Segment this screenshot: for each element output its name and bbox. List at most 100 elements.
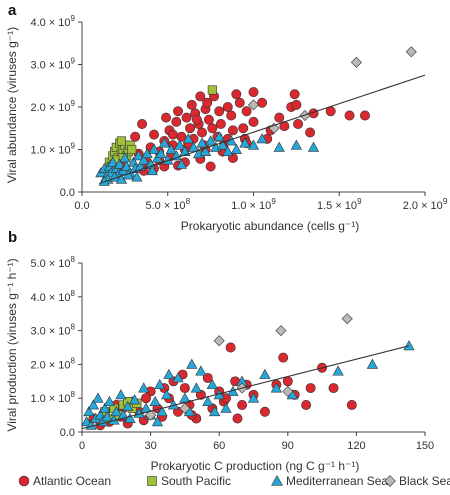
panel-a-point-mediterranean	[196, 137, 208, 148]
panel-b-point-mediterranean	[156, 406, 168, 417]
panel-a-point-mediterranean	[239, 137, 251, 148]
panel-b-label: b	[8, 229, 17, 246]
panel-a-point-atlantic	[289, 89, 300, 100]
panel-a-y-tick-label: 1.0 × 109	[30, 142, 75, 157]
panel-a-point-atlantic	[238, 123, 249, 134]
panel-b-point-mediterranean	[186, 358, 198, 369]
panel-a-point-atlantic	[291, 99, 302, 110]
panel-a-point-atlantic	[360, 110, 370, 121]
panel-b-point-atlantic	[179, 383, 190, 394]
panel-b-point-mediterranean	[366, 358, 379, 369]
panel-a-point-atlantic	[344, 110, 355, 121]
panel-a-point-atlantic	[234, 97, 245, 108]
panel-a-point-atlantic	[222, 102, 233, 112]
panel-b-point-black_sea	[341, 313, 353, 325]
panel-b-point-mediterranean	[403, 340, 415, 351]
panel-a-point-mediterranean	[256, 133, 268, 144]
panel-b-x-tick-label: 90	[282, 440, 294, 452]
panel-a-point-atlantic	[241, 106, 252, 117]
panel-b-point-mediterranean	[195, 365, 207, 376]
panel-b-fit-line	[81, 345, 410, 430]
panel-b-point-atlantic	[346, 399, 357, 410]
panel-a-point-mediterranean	[146, 165, 158, 176]
panel-b-point-mediterranean	[151, 416, 164, 427]
panel-a-point-atlantic	[181, 112, 192, 123]
legend: Atlantic Ocean South Pacific Mediterranean…	[18, 474, 450, 488]
panel-b-point-atlantic	[195, 389, 206, 400]
panel-b-point-mediterranean	[115, 389, 127, 400]
legend-label-black_sea: Black Sea	[399, 474, 450, 488]
panel-b-point-atlantic	[173, 406, 184, 417]
panel-a-point-atlantic	[205, 161, 216, 172]
panel-b-point-mediterranean	[247, 392, 260, 403]
panel-a-x-title: Prokaryotic abundance (cells g⁻¹)	[181, 219, 359, 233]
panel-b-y-tick-label: 3.0 × 108	[30, 323, 75, 338]
legend-marker-atlantic	[18, 475, 30, 487]
panel-b-point-mediterranean	[259, 368, 271, 379]
panel-a-point-mediterranean	[131, 171, 143, 182]
panel-b-point-atlantic	[282, 376, 293, 387]
legend-marker-south_pacific	[147, 476, 157, 486]
panel-a-fit-line	[98, 74, 426, 185]
panel-a-point-mediterranean	[290, 139, 302, 150]
panel-a-point-atlantic	[231, 89, 242, 100]
panel-a-point-mediterranean	[132, 150, 145, 161]
panel-b-point-mediterranean	[160, 389, 173, 400]
panel-a-point-south_pacific	[207, 85, 217, 95]
panel-a-point-south_pacific	[116, 136, 126, 146]
panel-b-x-tick-label: 0	[79, 440, 85, 452]
panel-b-point-mediterranean	[154, 378, 166, 390]
panel-b-point-mediterranean	[202, 395, 214, 406]
panel-a-y-tick-label: 2.0 × 109	[30, 99, 75, 114]
panel-b-point-atlantic	[225, 342, 236, 353]
panel-a-point-mediterranean	[138, 154, 150, 165]
panel-a-point-south_pacific	[127, 144, 137, 155]
panel-a-y-title: Viral abundance (viruses g⁻¹)	[5, 27, 19, 183]
panel-a-point-mediterranean	[273, 141, 285, 152]
panel-b-point-mediterranean	[99, 402, 111, 413]
panel-b-point-mediterranean	[124, 412, 136, 423]
panel-b-point-atlantic	[301, 399, 312, 410]
panel-a-point-mediterranean	[119, 152, 131, 163]
panel-a-point-mediterranean	[217, 139, 229, 150]
panel-a-point-atlantic	[207, 123, 218, 134]
legend-marker-black_sea	[384, 475, 396, 487]
legend-label-atlantic: Atlantic Ocean	[33, 474, 111, 488]
panel-a-point-mediterranean	[230, 143, 242, 154]
panel-b: b Viral production (viruses g⁻¹ h⁻¹) Pro…	[5, 229, 434, 473]
panel-b-y-title: Viral production (viruses g⁻¹ h⁻¹)	[5, 258, 19, 431]
panel-b-x-tick-label: 150	[416, 440, 434, 452]
panel-b-point-mediterranean	[206, 378, 218, 390]
panel-b-y-tick-label: 2.0 × 108	[30, 356, 75, 371]
panel-a-point-atlantic	[214, 106, 225, 117]
panel-a-point-mediterranean	[213, 131, 225, 142]
panel-a-point-atlantic	[305, 127, 316, 138]
panel-a-point-atlantic	[226, 110, 237, 121]
panel-a-point-mediterranean	[182, 133, 194, 144]
panel-a-point-mediterranean	[174, 139, 186, 150]
panel-a-y-tick-label: 3.0 × 109	[30, 57, 75, 72]
panel-b-point-mediterranean	[149, 395, 161, 406]
panel-a-point-mediterranean	[158, 137, 170, 148]
panel-b-x-tick-label: 30	[144, 440, 156, 452]
panel-a-point-atlantic	[248, 87, 259, 98]
panel-a: a Viral abundance (viruses g⁻¹) Prokaryo…	[5, 2, 448, 233]
panel-a-series-mediterranean	[95, 131, 320, 186]
legend-label-south_pacific: South Pacific	[161, 474, 231, 488]
panel-b-point-atlantic	[259, 406, 270, 417]
panel-b-point-mediterranean	[117, 409, 129, 420]
panel-b-y-tick-label: 1.0 × 108	[30, 390, 75, 405]
panel-a-point-atlantic	[130, 131, 141, 142]
panel-a-point-mediterranean	[222, 145, 234, 157]
panel-b-point-mediterranean	[101, 411, 113, 422]
panel-a-series-black_sea	[247, 46, 417, 134]
panel-a-point-atlantic	[149, 129, 160, 140]
panel-a-x-tick-label: 5.0 × 108	[145, 197, 190, 212]
panel-a-point-atlantic	[173, 106, 184, 117]
panel-b-point-atlantic	[305, 383, 316, 394]
panel-a-point-atlantic	[137, 119, 147, 129]
panel-a-point-mediterranean	[155, 148, 167, 159]
panel-a-point-mediterranean	[114, 158, 126, 169]
panel-a-point-mediterranean	[179, 145, 191, 157]
